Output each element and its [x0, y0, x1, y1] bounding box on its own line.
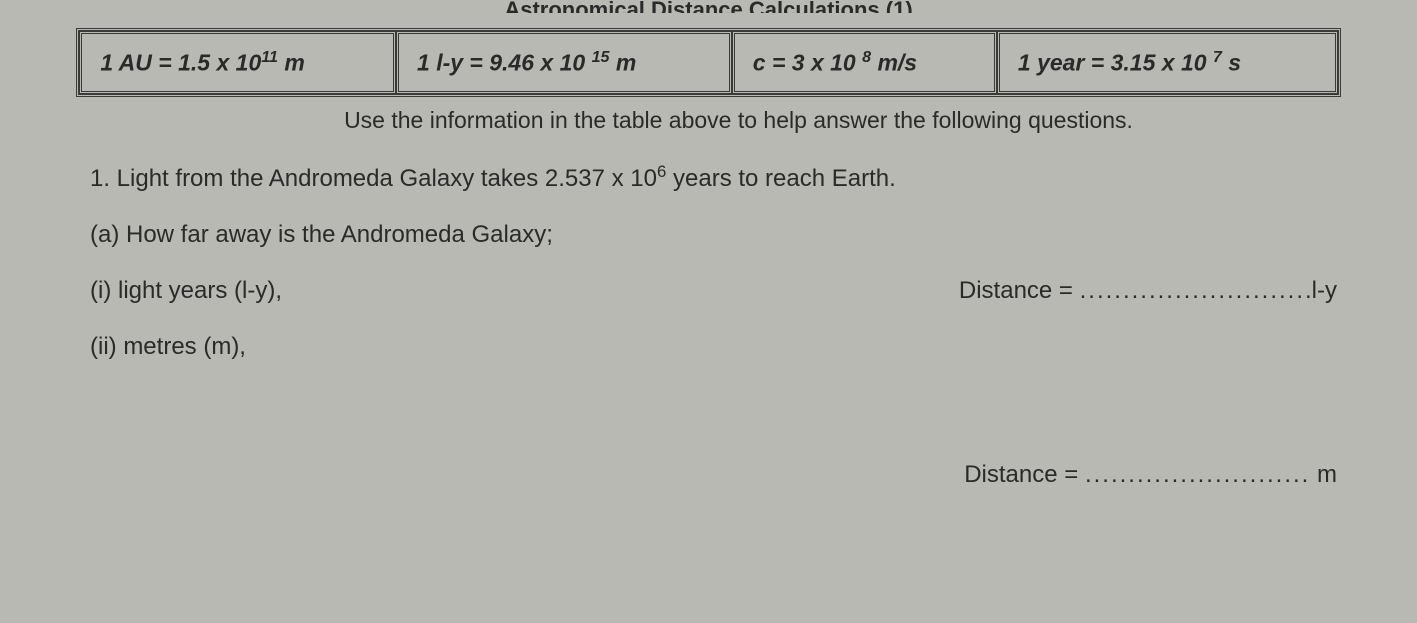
distance-label-2: Distance = — [964, 461, 1085, 488]
yr-prefix: 1 year = 3.15 x 10 — [1018, 50, 1213, 76]
c-suffix: m/s — [871, 50, 917, 76]
dots-1: .......................... — [1080, 277, 1305, 304]
constant-ly: 1 l-y = 9.46 x 10 15 m — [396, 31, 732, 94]
question-1a-i: (i) light years (l-y), — [90, 277, 282, 305]
q1-post: years to reach Earth. — [666, 165, 895, 192]
question-1: 1. Light from the Andromeda Galaxy takes… — [90, 162, 1367, 193]
distance-label-1: Distance = — [959, 277, 1080, 304]
yr-exp: 7 — [1213, 48, 1222, 66]
c-exp: 8 — [862, 48, 871, 66]
answer-line-ly: Distance = ...........................l-… — [959, 277, 1337, 305]
table-row: 1 AU = 1.5 x 1011 m 1 l-y = 9.46 x 10 15… — [79, 31, 1337, 94]
yr-suffix: s — [1222, 50, 1241, 76]
constant-c: c = 3 x 10 8 m/s — [732, 31, 997, 94]
ly-prefix: 1 l-y = 9.46 x 10 — [417, 50, 592, 76]
q1-exp: 6 — [657, 162, 666, 181]
answer-line-m: Distance = .......................... m — [50, 461, 1337, 489]
question-1a: (a) How far away is the Andromeda Galaxy… — [90, 221, 1367, 249]
constant-au: 1 AU = 1.5 x 1011 m — [79, 31, 396, 94]
unit-ly: .l-y — [1305, 277, 1337, 304]
dots-2: .......................... — [1085, 461, 1310, 488]
unit-m: m — [1310, 461, 1337, 488]
ly-suffix: m — [609, 50, 636, 76]
constants-table: 1 AU = 1.5 x 1011 m 1 l-y = 9.46 x 10 15… — [76, 28, 1340, 97]
instruction-text: Use the information in the table above t… — [50, 107, 1367, 134]
au-exp: 11 — [261, 48, 278, 66]
question-1a-ii: (ii) metres (m), — [90, 333, 1367, 361]
au-prefix: 1 AU = 1.5 x 10 — [100, 50, 261, 76]
worksheet-title: Astronomical Distance Calculations (1) — [50, 0, 1367, 13]
c-prefix: c = 3 x 10 — [753, 50, 862, 76]
ly-exp: 15 — [592, 48, 610, 66]
constant-year: 1 year = 3.15 x 10 7 s — [997, 31, 1338, 94]
au-suffix: m — [278, 50, 305, 76]
question-1a-i-row: (i) light years (l-y), Distance = ......… — [90, 277, 1337, 305]
q1-pre: 1. Light from the Andromeda Galaxy takes… — [90, 165, 657, 192]
